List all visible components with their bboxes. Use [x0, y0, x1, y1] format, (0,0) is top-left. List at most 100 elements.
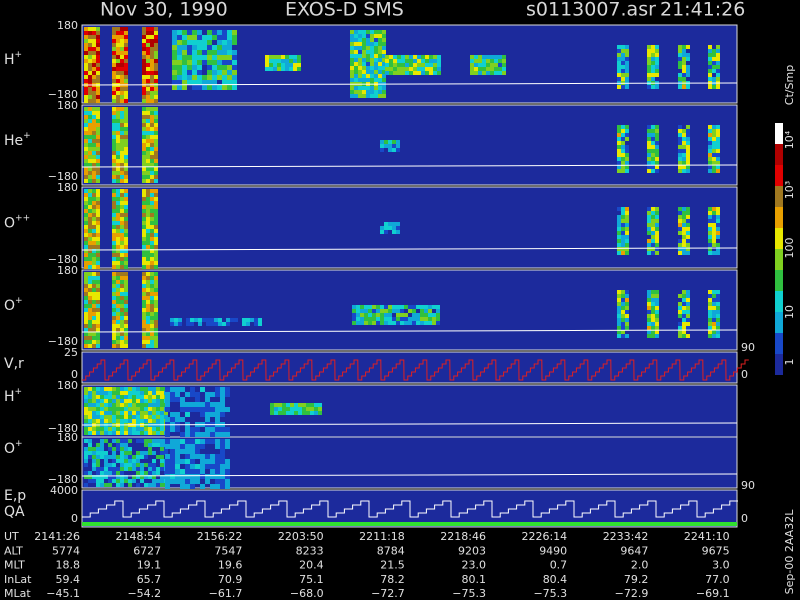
spectrogram-cell: [124, 217, 128, 221]
spectrogram-cell: [84, 79, 88, 83]
spectrogram-cell: [170, 464, 175, 469]
spectrogram-cell: [96, 139, 100, 143]
spectrogram-cell: [416, 313, 420, 317]
spectrogram-cell: [716, 251, 720, 255]
spectrogram-cell: [128, 447, 132, 451]
spectrogram-cell: [177, 85, 182, 90]
spectrogram-cell: [124, 399, 128, 403]
spectrogram-cell: [686, 318, 690, 322]
spectrogram-cell: [712, 125, 716, 129]
spectrogram-cell: [389, 71, 393, 75]
spectrogram-cell: [617, 149, 621, 153]
spectrogram-cell: [621, 211, 625, 215]
spectrogram-cell: [154, 35, 158, 39]
spectrogram-cell: [150, 171, 154, 175]
spectrogram-cell: [396, 305, 400, 309]
spectrogram-cell: [120, 340, 124, 344]
spectrogram-cell: [172, 75, 177, 80]
date: Nov 30, 1990: [100, 0, 228, 21]
spectrogram-cell: [148, 483, 152, 487]
spectrogram-cell: [84, 35, 88, 39]
spectrogram-cell: [96, 55, 100, 59]
spectrogram-cell: [88, 471, 92, 475]
spectrogram-cell: [150, 79, 154, 83]
spectrogram-cell: [212, 80, 217, 85]
spectrogram-cell: [358, 38, 362, 42]
spectrogram-cell: [421, 67, 425, 71]
spectrogram-cell: [358, 46, 362, 50]
spectrogram-cell: [142, 276, 146, 280]
spectrogram-cell: [146, 43, 150, 47]
colorbar-segment: [775, 123, 783, 144]
spectrogram-cell: [156, 455, 160, 459]
spectrogram-cell: [124, 427, 128, 431]
spectrogram-cell: [190, 474, 195, 479]
spectrogram-cell: [708, 223, 712, 227]
spectrogram-cell: [88, 308, 92, 312]
spectrogram-cell: [358, 78, 362, 82]
row-value: 23.0: [462, 559, 487, 572]
spectrogram-cell: [187, 75, 192, 80]
spectrogram-cell: [708, 334, 712, 338]
spectrogram-cell: [682, 211, 686, 215]
spectrogram-cell: [142, 284, 146, 288]
spectrogram-cell: [124, 189, 128, 193]
spectrogram-cell: [621, 45, 625, 49]
spectrogram-cell: [270, 403, 274, 407]
spectrogram-cell: [185, 474, 190, 479]
spectrogram-cell: [92, 257, 96, 261]
spectrogram-cell: [366, 62, 370, 66]
spectrogram-cell: [470, 63, 474, 67]
spectrogram-cell: [712, 137, 716, 141]
spectrogram-cell: [112, 55, 116, 59]
spectrogram-cell: [96, 312, 100, 316]
spectrogram-cell: [104, 399, 108, 403]
spectrogram-cell: [617, 53, 621, 57]
spectrogram-cell: [100, 403, 104, 407]
spectrogram-cell: [716, 211, 720, 215]
spectrogram-cell: [84, 189, 88, 193]
spectrogram-cell: [88, 292, 92, 296]
spectrogram-cell: [220, 474, 225, 479]
spectrogram-cell: [116, 471, 120, 475]
spectrogram-cell: [156, 483, 160, 487]
spectrogram-cell: [180, 439, 185, 444]
spectrogram-cell: [420, 305, 424, 309]
spectrogram-cell: [421, 55, 425, 59]
spectrogram-cell: [182, 80, 187, 85]
spectrogram-cell: [84, 51, 88, 55]
spectrogram-cell: [195, 469, 200, 474]
spectrogram-cell: [647, 290, 651, 294]
spectrogram-cell: [362, 50, 366, 54]
spectrogram-cell: [116, 131, 120, 135]
spectrogram-cell: [132, 399, 136, 403]
spectrogram-cell: [124, 257, 128, 261]
spectrogram-cell: [84, 59, 88, 63]
spectrogram-cell: [84, 455, 88, 459]
spectrogram-cell: [647, 330, 651, 334]
spectrogram-cell: [142, 123, 146, 127]
spectrogram-cell: [124, 308, 128, 312]
spectrogram-cell: [408, 305, 412, 309]
panel-label-sup: +: [15, 50, 23, 60]
spectrogram-cell: [116, 63, 120, 67]
spectrogram-cell: [678, 161, 682, 165]
spectrogram-cell: [148, 419, 152, 423]
spectrogram-cell: [136, 411, 140, 415]
spectrogram-cell: [716, 322, 720, 326]
spectrogram-cell: [621, 169, 625, 173]
spectrogram-cell: [146, 79, 150, 83]
spectrogram-cell: [124, 39, 128, 43]
spectrogram-cell: [281, 59, 285, 63]
spectrogram-cell: [314, 407, 318, 411]
spectrogram-cell: [150, 197, 154, 201]
spectrogram-cell: [372, 309, 376, 313]
spectrogram-cell: [397, 67, 401, 71]
spectrogram-cell: [716, 231, 720, 235]
spectrogram-cell: [362, 46, 366, 50]
spectrogram-cell: [88, 51, 92, 55]
spectrogram-cell: [142, 229, 146, 233]
spectrogram-cell: [174, 322, 178, 326]
spectrogram-cell: [686, 294, 690, 298]
spectrogram-cell: [651, 322, 655, 326]
